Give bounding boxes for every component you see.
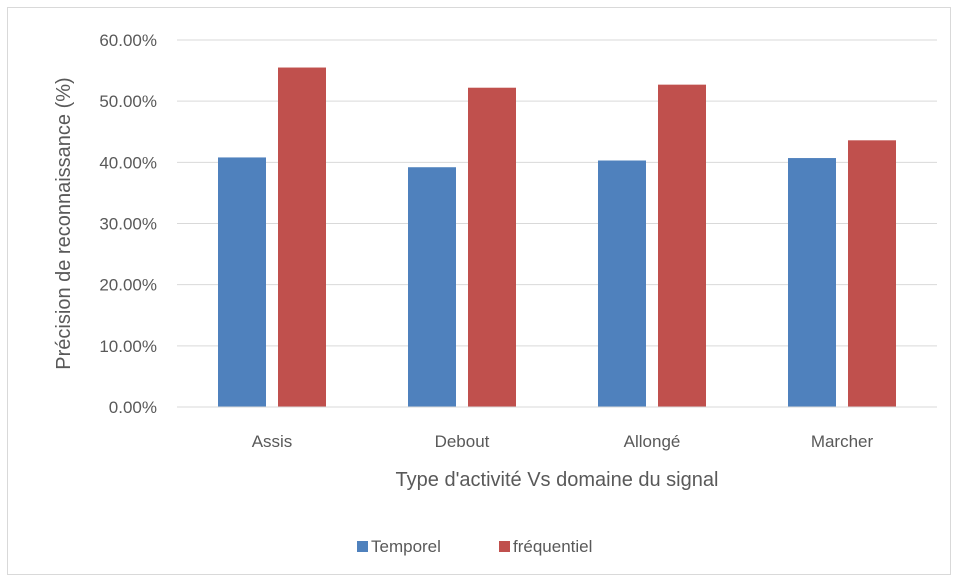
bar-temporel [598, 160, 646, 407]
bar-temporel [788, 158, 836, 407]
y-axis-title: Précision de reconnaissance (%) [53, 77, 75, 369]
y-tick-label: 10.00% [99, 337, 157, 356]
x-axis-ticks: Assis Debout Allongé Marcher [252, 432, 874, 451]
legend: Temporel fréquentiel [357, 537, 592, 556]
bar-frequentiel [278, 67, 326, 408]
y-tick-label: 60.00% [99, 31, 157, 50]
bar-frequentiel [848, 140, 896, 407]
bar-frequentiel [658, 84, 706, 407]
x-tick-label: Marcher [811, 432, 874, 451]
bar-temporel [408, 167, 456, 407]
y-axis-ticks: 0.00% 10.00% 20.00% 30.00% 40.00% 50.00% 60.00… [99, 31, 157, 417]
y-tick-label: 50.00% [99, 92, 157, 111]
y-tick-label: 20.00% [99, 276, 157, 295]
x-axis-title: Type d'activité Vs domaine du signal [396, 469, 719, 491]
legend-swatch [499, 541, 510, 552]
legend-label: fréquentiel [513, 537, 592, 556]
y-tick-label: 0.00% [109, 398, 157, 417]
x-tick-label: Allongé [624, 432, 681, 451]
bar-frequentiel [468, 87, 516, 408]
y-tick-label: 30.00% [99, 215, 157, 234]
y-tick-label: 40.00% [99, 153, 157, 172]
legend-label: Temporel [371, 537, 441, 556]
legend-swatch [357, 541, 368, 552]
bars [218, 67, 896, 408]
x-tick-label: Debout [435, 432, 490, 451]
bar-temporel [218, 157, 266, 407]
x-tick-label: Assis [252, 432, 293, 451]
